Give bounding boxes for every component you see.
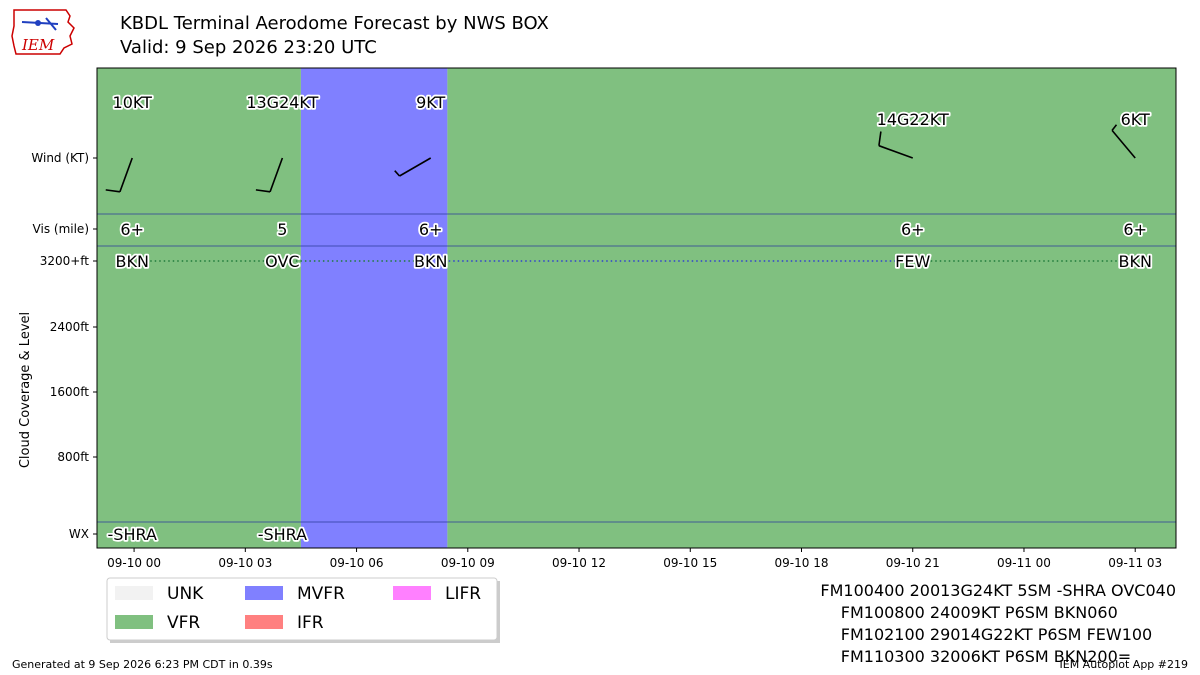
wind-label: 14G22KT bbox=[877, 110, 949, 129]
wind-label: 10KT bbox=[113, 93, 153, 112]
visibility-label: 6+ bbox=[1123, 220, 1147, 239]
wind-barb-staff bbox=[119, 157, 133, 193]
wx-label: -SHRA bbox=[258, 525, 307, 544]
category-period-vfr bbox=[97, 68, 301, 548]
y-tick-label: 800ft bbox=[57, 450, 89, 464]
wind-barb bbox=[105, 157, 133, 193]
cloud-label: BKN bbox=[1118, 252, 1151, 271]
visibility-label: 6+ bbox=[901, 220, 925, 239]
cloud-label: BKN bbox=[414, 252, 447, 271]
y-tick-label: 2400ft bbox=[50, 320, 90, 334]
y-tick-label: 1600ft bbox=[50, 385, 90, 399]
x-tick-label: 09-10 03 bbox=[218, 556, 272, 570]
y-tick-label: WX bbox=[69, 527, 89, 541]
wind-barb-staff bbox=[878, 144, 914, 159]
wind-barb-flag bbox=[105, 189, 121, 193]
wind-barb-staff bbox=[269, 157, 284, 193]
y-tick-label: Vis (mile) bbox=[33, 222, 89, 236]
taf-text: FM100400 20013G24KT 5SM -SHRA OVC040 FM1… bbox=[820, 580, 1176, 668]
x-tick-label: 09-11 00 bbox=[997, 556, 1051, 570]
wind-barb bbox=[1111, 124, 1136, 159]
wind-barb bbox=[394, 157, 432, 177]
wind-barb-staff bbox=[1111, 129, 1136, 159]
taf-line: FM100400 20013G24KT 5SM -SHRA OVC040 bbox=[820, 581, 1176, 600]
x-tick-label: 09-10 00 bbox=[107, 556, 161, 570]
x-tick-label: 09-10 09 bbox=[441, 556, 495, 570]
legend-label: LIFR bbox=[445, 584, 481, 604]
x-tick-label: 09-10 15 bbox=[663, 556, 717, 570]
cloud-label: BKN bbox=[116, 252, 149, 271]
visibility-label: 6+ bbox=[419, 220, 443, 239]
category-period-mvfr bbox=[300, 68, 448, 548]
visibility-label: 5 bbox=[277, 220, 287, 239]
legend-swatch-mvfr bbox=[245, 586, 283, 600]
legend bbox=[106, 577, 500, 643]
category-period-vfr bbox=[447, 68, 1176, 548]
legend-swatch-vfr bbox=[115, 615, 153, 629]
cloud-label: FEW bbox=[895, 252, 930, 271]
wx-label: -SHRA bbox=[108, 525, 157, 544]
x-tick-label: 09-11 03 bbox=[1108, 556, 1162, 570]
legend-swatch-lifr bbox=[393, 586, 431, 600]
wind-label: 6KT bbox=[1121, 110, 1150, 129]
wind-label: 13G24KT bbox=[246, 93, 318, 112]
y-tick-label: 3200+ft bbox=[40, 254, 90, 268]
visibility-label: 6+ bbox=[120, 220, 144, 239]
taf-line: FM110300 32006KT P6SM BKN200= bbox=[820, 647, 1132, 666]
taf-line: FM100800 24009KT P6SM BKN060 bbox=[820, 603, 1118, 622]
legend-label: VFR bbox=[167, 613, 200, 633]
taf-line: FM102100 29014G22KT P6SM FEW100 bbox=[820, 625, 1153, 644]
iem-logo: IEM bbox=[8, 6, 78, 58]
wind-barb-staff bbox=[399, 157, 432, 177]
legend-label: UNK bbox=[167, 584, 204, 604]
chart-title: KBDL Terminal Aerodome Forecast by NWS B… bbox=[120, 13, 549, 34]
cloud-label: OVC bbox=[265, 252, 299, 271]
wind-barb-half bbox=[394, 170, 401, 177]
footer-app: IEM Autoplot App #219 bbox=[1059, 658, 1189, 671]
legend-swatch-unk bbox=[115, 586, 153, 600]
y-tick-label: Wind (KT) bbox=[31, 151, 89, 165]
plot-frame bbox=[96, 67, 1177, 549]
wind-barb bbox=[255, 157, 284, 193]
wind-barb-flag bbox=[878, 131, 882, 146]
legend-swatch-ifr bbox=[245, 615, 283, 629]
logo-text: IEM bbox=[21, 36, 55, 54]
footer-generated: Generated at 9 Sep 2026 6:23 PM CDT in 0… bbox=[12, 658, 273, 671]
wind-barb-half bbox=[1111, 124, 1118, 131]
x-tick-label: 09-10 21 bbox=[886, 556, 940, 570]
chart-subtitle: Valid: 9 Sep 2026 23:20 UTC bbox=[120, 37, 377, 58]
x-tick-label: 09-10 12 bbox=[552, 556, 606, 570]
wind-label: 9KT bbox=[416, 93, 445, 112]
wind-barb bbox=[878, 131, 914, 159]
legend-label: IFR bbox=[297, 613, 324, 633]
y-axis-label: Cloud Coverage & Level bbox=[18, 312, 33, 468]
wind-barb-flag bbox=[255, 189, 271, 193]
x-tick-label: 09-10 18 bbox=[775, 556, 829, 570]
x-tick-label: 09-10 06 bbox=[330, 556, 384, 570]
legend-label: MVFR bbox=[297, 584, 345, 604]
